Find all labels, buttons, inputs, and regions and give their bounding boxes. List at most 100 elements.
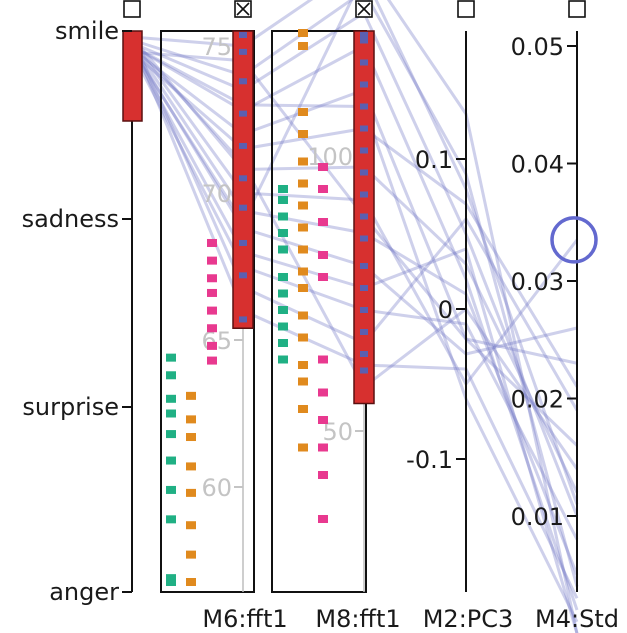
m6-smile-bin	[239, 110, 247, 117]
m8-surprise-bin	[298, 311, 308, 320]
m6-surprise-bin	[186, 578, 196, 586]
m8-smile-bin	[360, 351, 368, 357]
m8-smile-bin	[360, 285, 368, 291]
m8-surprise-bin	[298, 201, 308, 210]
m8-surprise-bin	[298, 267, 308, 276]
m8-sadness-bin	[318, 163, 328, 171]
m8-anger-bin	[278, 322, 288, 331]
m8-smile-bin	[360, 367, 368, 374]
data-polyline	[131, 0, 579, 587]
m6-anger-bin	[166, 371, 176, 380]
m8-surprise-bin	[298, 223, 308, 232]
m6-smile-bin	[239, 142, 247, 149]
m8-anger-bin	[278, 339, 288, 347]
checkbox-frame	[568, 0, 586, 18]
m8-sadness-bin	[318, 471, 328, 479]
m8-surprise-bin	[298, 245, 308, 254]
checkbox-cross-icon	[236, 2, 250, 16]
overlay-layer: M6:fft1 M8:fft1 M2:PC3 M4:Std	[123, 0, 619, 633]
m4-tick-label: 0.01	[511, 503, 564, 531]
m6-sadness-bin	[207, 341, 217, 350]
m6-sadness-bin	[207, 324, 217, 333]
m8-smile-bin	[360, 125, 368, 132]
m6-anger-bin	[166, 430, 176, 439]
m8-smile-bin	[360, 147, 368, 154]
m8-smile-bin	[360, 263, 368, 269]
m6-surprise-bin	[186, 415, 196, 424]
m6-axis-label: M6:fft1	[202, 605, 287, 633]
checkbox-cross-icon	[357, 2, 371, 16]
m8-sadness-bin	[318, 251, 328, 259]
m8-surprise-bin	[298, 42, 308, 50]
m4-tick-label: 0.04	[511, 151, 564, 179]
m6-surprise-bin	[186, 391, 196, 400]
m6-surprise-bin	[186, 433, 196, 442]
m6-sadness-bin	[207, 288, 217, 297]
m8-surprise-bin	[298, 361, 308, 369]
m8-axis-checkbox[interactable]	[355, 0, 373, 18]
checkbox-frame	[123, 0, 141, 18]
m6-smile-bin	[239, 175, 247, 182]
data-polyline	[131, 0, 579, 633]
m8-anger-bin	[278, 229, 288, 237]
m6-surprise-bin	[186, 488, 196, 497]
m8-smile-bin	[360, 103, 368, 110]
emotion-axis-checkbox[interactable]	[123, 0, 141, 18]
m6-smile-bin	[239, 316, 247, 323]
m2-tick-label: -0.1	[406, 446, 453, 474]
m8-smile-bin	[360, 169, 368, 176]
m6-sadness-bin	[207, 274, 217, 283]
m8-sadness-bin	[318, 515, 328, 523]
m8-sadness-bin	[318, 355, 328, 364]
m8-surprise-bin	[298, 130, 308, 138]
m8-sadness-bin	[318, 273, 328, 281]
m6-smile-bin	[239, 272, 247, 279]
m6-tick-label: 75	[201, 33, 232, 61]
m8-anger-bin	[278, 289, 288, 298]
m6-axis-checkbox[interactable]	[234, 0, 252, 18]
checkbox-frame	[457, 0, 475, 18]
m8-smile-bin	[360, 307, 368, 313]
m8-smile-bin	[360, 37, 368, 44]
m6-surprise-bin	[186, 550, 196, 559]
m8-anger-bin	[278, 245, 288, 254]
m6-sadness-bin	[207, 356, 217, 365]
emotion-brush[interactable]	[122, 30, 143, 122]
m6-surprise-bin	[186, 462, 196, 471]
m8-anger-bin	[278, 273, 288, 281]
m6-histogram-frame	[160, 30, 255, 593]
m8-surprise-bin	[298, 108, 308, 116]
m6-sadness-bin	[207, 256, 217, 265]
m8-smile-bin	[360, 81, 368, 88]
m6-anger-bin	[166, 485, 176, 494]
axes-layer: smilesadnesssurpriseanger6065707550100-0…	[22, 17, 578, 606]
m6-anger-bin	[166, 409, 176, 418]
m8-sadness-bin	[318, 416, 328, 424]
m6-tick-label: 60	[201, 474, 232, 502]
m8-anger-bin	[278, 306, 288, 314]
m6-smile-bin	[239, 78, 247, 85]
m4-tick-label: 0.02	[511, 386, 564, 414]
m6-anger-bin	[166, 353, 176, 362]
m4-tick-label: 0.05	[511, 33, 564, 61]
m6-tick-label: 70	[201, 180, 232, 208]
m2-axis-label: M2:PC3	[423, 605, 514, 633]
m6-sadness-bin	[207, 306, 217, 315]
m8-surprise-bin	[298, 377, 308, 386]
m8-surprise-bin	[298, 405, 308, 413]
m8-sadness-bin	[318, 185, 328, 193]
m2-axis-checkbox[interactable]	[457, 0, 475, 18]
emotion-tick-label: smile	[55, 17, 119, 45]
m8-surprise-bin	[298, 333, 308, 342]
data-polyline	[130, 0, 579, 505]
m4-highlight-circle[interactable]	[550, 216, 598, 264]
m8-surprise-bin	[298, 443, 308, 452]
m8-smile-bin	[360, 329, 368, 335]
m8-sadness-bin	[318, 218, 328, 226]
m8-smile-bin	[360, 191, 368, 198]
m4-axis-checkbox[interactable]	[568, 0, 586, 18]
m8-axis-label: M8:fft1	[315, 605, 400, 633]
m4-tick-label: 0.03	[511, 268, 564, 296]
m6-anger-bin	[166, 456, 176, 465]
m8-anger-bin	[278, 355, 288, 364]
